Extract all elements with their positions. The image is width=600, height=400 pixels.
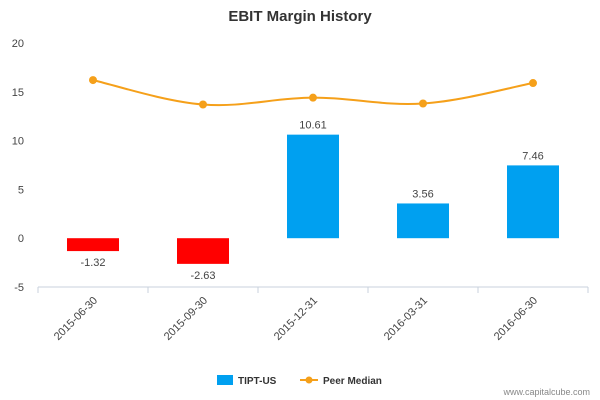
y-tick-label: -5 bbox=[14, 282, 24, 294]
bar-series bbox=[67, 134, 559, 264]
peer-median-point bbox=[419, 99, 427, 108]
bar bbox=[67, 238, 119, 252]
y-tick-label: 5 bbox=[18, 184, 24, 196]
x-tick-label: 2016-03-31 bbox=[382, 295, 430, 343]
legend-label-tipt: TIPT-US bbox=[238, 376, 277, 387]
x-tick-label: 2015-12-31 bbox=[272, 295, 320, 343]
bar bbox=[507, 165, 559, 239]
peer-median-point bbox=[309, 93, 317, 102]
bar-data-labels: -1.32 -2.63 10.61 3.56 7.46 bbox=[80, 120, 543, 282]
y-tick-label: 20 bbox=[12, 38, 24, 50]
y-tick-label: 15 bbox=[12, 87, 24, 99]
y-tick-label: 10 bbox=[12, 136, 24, 148]
footer-source: www.capitalcube.com bbox=[502, 387, 590, 397]
peer-median-point bbox=[199, 100, 207, 109]
legend-label-peer: Peer Median bbox=[323, 376, 382, 387]
peer-median-point bbox=[529, 79, 537, 88]
x-tick-label: 2015-09-30 bbox=[162, 295, 210, 343]
bar bbox=[177, 238, 229, 264]
bar-value-label: 7.46 bbox=[522, 150, 543, 162]
peer-median-series bbox=[89, 76, 537, 109]
bar-value-label: -1.32 bbox=[80, 257, 105, 269]
legend-marker-peer bbox=[305, 376, 313, 384]
bar-value-label: 10.61 bbox=[299, 120, 327, 132]
x-tick-label: 2015-06-30 bbox=[52, 295, 100, 343]
bar bbox=[397, 203, 449, 239]
legend-swatch-tipt bbox=[217, 375, 233, 385]
bar bbox=[287, 134, 339, 239]
y-tick-label: 0 bbox=[18, 233, 24, 245]
chart-title: EBIT Margin History bbox=[228, 8, 372, 25]
x-axis: 2015-06-30 2015-09-30 2015-12-31 2016-03-31… bbox=[37, 286, 589, 343]
bar-value-label: -2.63 bbox=[190, 270, 215, 282]
x-tick-label: 2016-06-30 bbox=[492, 295, 540, 343]
legend: TIPT-US Peer Median bbox=[217, 375, 382, 387]
bar-value-label: 3.56 bbox=[412, 188, 433, 200]
peer-median-point bbox=[89, 76, 97, 85]
y-axis: -5 0 5 10 15 20 bbox=[12, 38, 24, 294]
